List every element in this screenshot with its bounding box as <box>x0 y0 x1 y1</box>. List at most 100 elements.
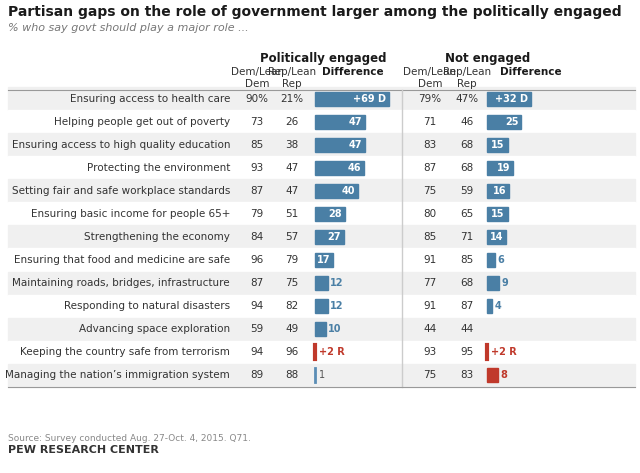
Text: Ensuring basic income for people 65+: Ensuring basic income for people 65+ <box>31 209 230 219</box>
Text: 68: 68 <box>460 140 474 150</box>
Text: 12: 12 <box>330 278 343 288</box>
Bar <box>315 253 333 267</box>
Text: 9: 9 <box>501 278 508 288</box>
Text: Managing the nation’s immigration system: Managing the nation’s immigration system <box>5 370 230 380</box>
Text: 75: 75 <box>424 370 436 380</box>
Bar <box>315 230 344 244</box>
Text: 21%: 21% <box>280 94 303 104</box>
Text: Difference: Difference <box>322 67 383 77</box>
Bar <box>8 179 635 202</box>
Text: +32 D: +32 D <box>495 94 528 104</box>
Text: 79%: 79% <box>419 94 442 104</box>
Text: 96: 96 <box>285 347 299 357</box>
Bar <box>8 226 635 248</box>
Text: 90%: 90% <box>246 94 269 104</box>
Text: +2 R: +2 R <box>319 347 345 357</box>
Text: 47%: 47% <box>456 94 479 104</box>
Text: 95: 95 <box>460 347 474 357</box>
Text: 12: 12 <box>330 301 343 311</box>
Text: 87: 87 <box>460 301 474 311</box>
Text: 25: 25 <box>505 117 518 127</box>
Text: 16: 16 <box>492 186 506 196</box>
Text: 15: 15 <box>491 140 504 150</box>
Text: 27: 27 <box>328 232 341 242</box>
Bar <box>8 111 635 133</box>
Bar <box>315 138 365 152</box>
Text: 71: 71 <box>424 117 436 127</box>
Text: 71: 71 <box>460 232 474 242</box>
Bar <box>8 341 635 363</box>
Text: 79: 79 <box>250 209 264 219</box>
Text: Rep/Lean
Rep: Rep/Lean Rep <box>268 67 316 88</box>
Bar <box>487 368 498 382</box>
Text: 51: 51 <box>285 209 299 219</box>
Text: 93: 93 <box>250 163 264 173</box>
Text: 88: 88 <box>285 370 299 380</box>
Text: Maintaining roads, bridges, infrastructure: Maintaining roads, bridges, infrastructu… <box>12 278 230 288</box>
Bar <box>8 317 635 341</box>
Text: 47: 47 <box>349 117 362 127</box>
Text: 57: 57 <box>285 232 299 242</box>
Bar <box>315 184 358 198</box>
Text: Dem/Lean
Dem: Dem/Lean Dem <box>403 67 456 88</box>
Text: Keeping the country safe from terrorism: Keeping the country safe from terrorism <box>20 347 230 357</box>
Text: 87: 87 <box>250 186 264 196</box>
Text: 96: 96 <box>250 255 264 265</box>
Text: Ensuring access to high quality education: Ensuring access to high quality educatio… <box>12 140 230 150</box>
Bar <box>487 184 509 198</box>
Bar <box>315 92 389 106</box>
Bar <box>487 161 513 175</box>
Text: 49: 49 <box>285 324 299 334</box>
Bar <box>315 276 328 290</box>
Bar <box>487 115 522 129</box>
Bar <box>487 299 493 313</box>
Text: 46: 46 <box>348 163 362 173</box>
Text: 6: 6 <box>497 255 504 265</box>
Text: PEW RESEARCH CENTER: PEW RESEARCH CENTER <box>8 445 159 455</box>
Text: 83: 83 <box>424 140 436 150</box>
Text: % who say govt should play a major role ...: % who say govt should play a major role … <box>8 23 248 33</box>
Text: 1: 1 <box>319 370 325 380</box>
Text: 38: 38 <box>285 140 299 150</box>
Text: 4: 4 <box>495 301 501 311</box>
Text: Strengthening the economy: Strengthening the economy <box>84 232 230 242</box>
Text: 19: 19 <box>497 163 510 173</box>
Text: 87: 87 <box>250 278 264 288</box>
Bar <box>8 88 635 111</box>
Text: Partisan gaps on the role of government larger among the politically engaged: Partisan gaps on the role of government … <box>8 5 621 19</box>
Text: 82: 82 <box>285 301 299 311</box>
Text: Ensuring access to health care: Ensuring access to health care <box>70 94 230 104</box>
Text: 15: 15 <box>491 209 504 219</box>
Text: 91: 91 <box>424 301 436 311</box>
Text: 10: 10 <box>328 324 341 334</box>
Text: Helping people get out of poverty: Helping people get out of poverty <box>54 117 230 127</box>
Text: 91: 91 <box>424 255 436 265</box>
Text: +69 D: +69 D <box>353 94 386 104</box>
Text: 89: 89 <box>250 370 264 380</box>
Text: 26: 26 <box>285 117 299 127</box>
Text: 87: 87 <box>424 163 436 173</box>
Bar <box>8 157 635 179</box>
Bar <box>315 207 345 221</box>
Text: Advancing space exploration: Advancing space exploration <box>79 324 230 334</box>
Text: 68: 68 <box>460 163 474 173</box>
Text: Protecting the environment: Protecting the environment <box>86 163 230 173</box>
Text: 47: 47 <box>285 186 299 196</box>
Bar <box>315 322 326 336</box>
Text: 65: 65 <box>460 209 474 219</box>
Text: 93: 93 <box>424 347 436 357</box>
Text: 80: 80 <box>424 209 436 219</box>
Bar <box>8 202 635 226</box>
Text: 8: 8 <box>500 370 507 380</box>
Text: Difference: Difference <box>500 67 562 77</box>
Bar <box>8 295 635 317</box>
Text: 75: 75 <box>285 278 299 288</box>
Text: 40: 40 <box>341 186 355 196</box>
Text: Politically engaged: Politically engaged <box>260 52 387 65</box>
Bar <box>487 138 508 152</box>
Bar <box>8 363 635 386</box>
Text: 14: 14 <box>490 232 503 242</box>
Text: 46: 46 <box>460 117 474 127</box>
Bar <box>487 253 495 267</box>
Text: Rep/Lean
Rep: Rep/Lean Rep <box>443 67 491 88</box>
